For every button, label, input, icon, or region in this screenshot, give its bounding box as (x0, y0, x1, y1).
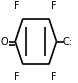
Text: F: F (51, 1, 56, 11)
Text: C:: C: (62, 37, 72, 46)
Text: O: O (1, 37, 8, 46)
Text: F: F (51, 72, 56, 82)
Text: F: F (14, 1, 20, 11)
Text: F: F (14, 72, 20, 82)
